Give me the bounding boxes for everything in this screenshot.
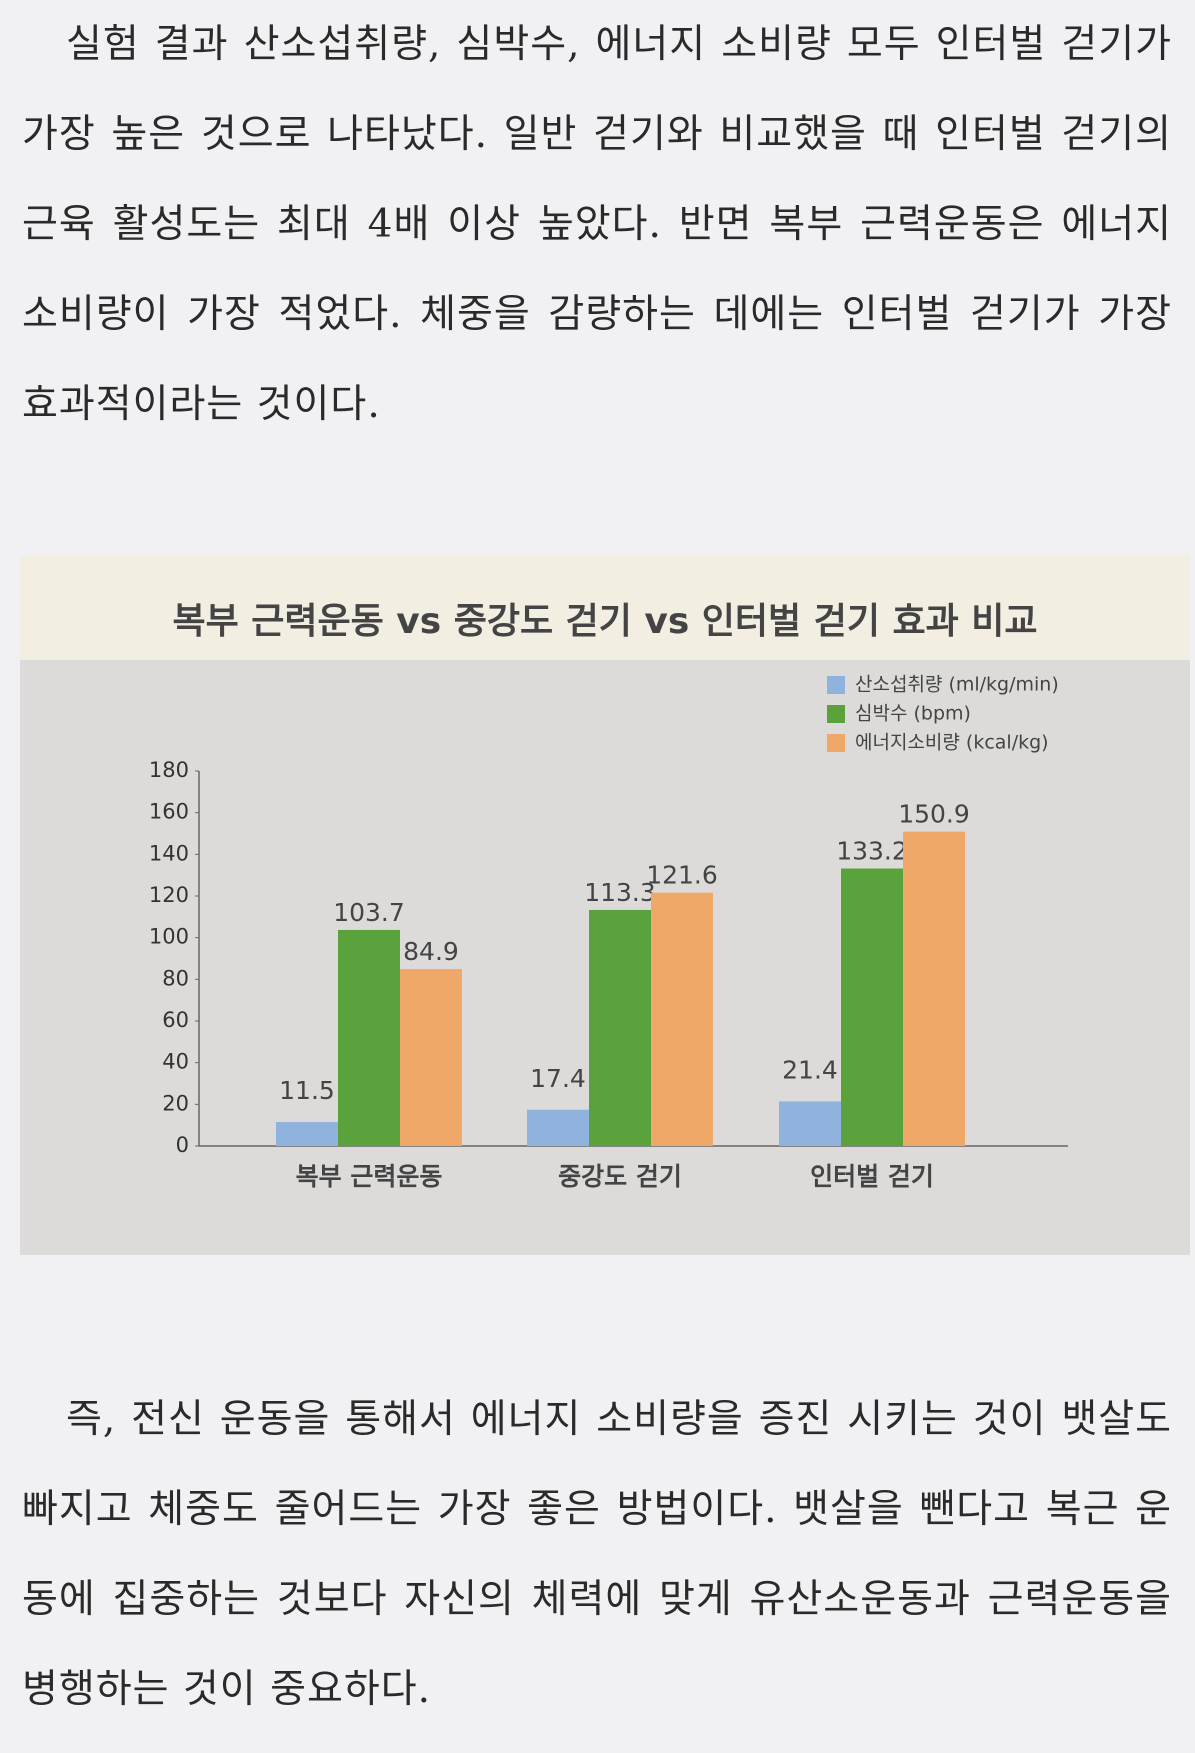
value-label: 103.7 — [333, 898, 405, 927]
bar — [527, 1109, 589, 1146]
bar — [589, 909, 651, 1146]
bar — [338, 929, 400, 1146]
bar — [841, 868, 903, 1146]
bar — [903, 831, 965, 1146]
y-tick-label: 40 — [162, 1050, 189, 1074]
chart: 복부 근력운동 vs 중강도 걷기 vs 인터벌 걷기 효과 비교 0 20 40 6… — [20, 555, 1190, 1255]
bar — [779, 1101, 841, 1146]
bar — [400, 969, 462, 1146]
legend-label: 산소섭취량 (ml/kg/min) — [855, 674, 1059, 696]
y-tick-label: 100 — [149, 925, 189, 949]
x-tick-label: 복부 근력운동 — [296, 1162, 443, 1191]
y-tick-label: 160 — [149, 800, 189, 824]
y-tick-label: 180 — [149, 758, 189, 782]
paragraph: 즉, 전신 운동을 통해서 에너지 소비량을 증진 시키는 것이 뱃살도 빠지고… — [22, 1397, 1172, 1712]
legend-label: 에너지소비량 (kcal/kg) — [855, 732, 1049, 754]
value-label: 11.5 — [279, 1076, 335, 1105]
y-tick-label: 20 — [162, 1091, 189, 1115]
y-tick-label: 0 — [176, 1133, 189, 1157]
value-label: 113.3 — [584, 878, 656, 907]
y-tick-label: 80 — [162, 966, 189, 990]
value-label: 21.4 — [782, 1055, 838, 1084]
y-tick-label: 120 — [149, 883, 189, 907]
value-label: 84.9 — [403, 937, 459, 966]
value-label: 133.2 — [836, 837, 908, 866]
value-label: 17.4 — [530, 1064, 586, 1093]
value-label: 150.9 — [898, 800, 970, 829]
x-tick-label: 중강도 걷기 — [558, 1162, 682, 1191]
bar — [651, 892, 713, 1146]
x-tick-label: 인터벌 걷기 — [810, 1162, 934, 1191]
legend-swatch — [827, 676, 845, 694]
legend-label: 심박수 (bpm) — [855, 703, 971, 725]
y-tick-label: 140 — [149, 841, 189, 865]
bar — [276, 1122, 338, 1146]
title-band — [20, 555, 1190, 660]
value-label: 121.6 — [646, 861, 718, 890]
paragraph: 실험 결과 산소섭취량, 심박수, 에너지 소비량 모두 인터벌 걷기가 가장 … — [22, 22, 1172, 427]
chart-title: 복부 근력운동 vs 중강도 걷기 vs 인터벌 걷기 효과 비교 — [173, 601, 1038, 642]
y-tick-label: 60 — [162, 1008, 189, 1032]
legend-swatch — [827, 734, 845, 752]
legend-swatch — [827, 705, 845, 723]
